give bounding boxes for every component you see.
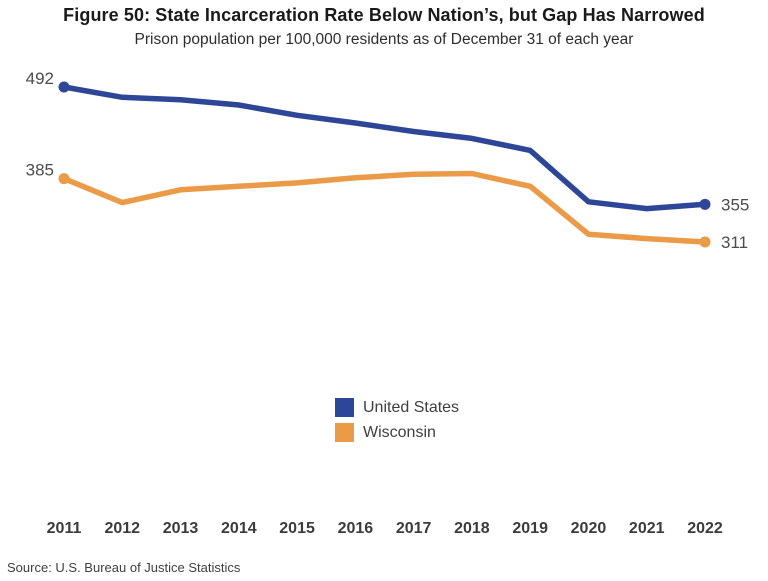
x-axis-label-2018: 2018 xyxy=(454,520,490,537)
x-axis-label-2020: 2020 xyxy=(571,520,607,537)
series-end-label-wisconsin: 311 xyxy=(721,233,748,252)
series-start-dot-wisconsin xyxy=(58,173,70,185)
series-start-dot-united-states xyxy=(58,81,70,93)
x-axis-label-2017: 2017 xyxy=(396,520,432,537)
x-axis-label-2016: 2016 xyxy=(338,520,374,537)
legend-item-wisconsin: Wisconsin xyxy=(335,423,459,442)
legend-item-united-states: United States xyxy=(335,398,459,417)
legend-swatch-united-states-icon xyxy=(335,398,354,417)
x-axis-label-2022: 2022 xyxy=(687,520,723,537)
source-note: Source: U.S. Bureau of Justice Statistic… xyxy=(7,560,241,575)
figure-title: Figure 50: State Incarceration Rate Belo… xyxy=(63,5,705,25)
x-axis-label-2013: 2013 xyxy=(163,520,199,537)
x-axis-label-2015: 2015 xyxy=(279,520,315,537)
x-axis-label-2011: 2011 xyxy=(47,520,82,537)
series-end-dot-wisconsin xyxy=(699,236,711,248)
series-start-label-wisconsin: 385 xyxy=(26,161,54,180)
series-start-label-united-states: 492 xyxy=(26,69,54,88)
series-line-united-states xyxy=(61,84,708,212)
x-axis-label-2019: 2019 xyxy=(512,520,548,537)
legend-swatch-wisconsin-icon xyxy=(335,423,354,442)
legend-label-united-states: United States xyxy=(363,398,460,416)
series-end-label-united-states: 355 xyxy=(721,195,749,214)
x-axis-label-2021: 2021 xyxy=(629,520,665,537)
x-axis-label-2014: 2014 xyxy=(221,520,257,537)
x-axis-label-2012: 2012 xyxy=(104,520,140,537)
series-line-wisconsin xyxy=(61,170,708,245)
series-end-dot-united-states xyxy=(699,198,711,210)
legend: United States Wisconsin xyxy=(335,398,459,442)
figure-subtitle: Prison population per 100,000 residents … xyxy=(134,31,634,48)
legend-label-wisconsin: Wisconsin xyxy=(363,423,436,441)
